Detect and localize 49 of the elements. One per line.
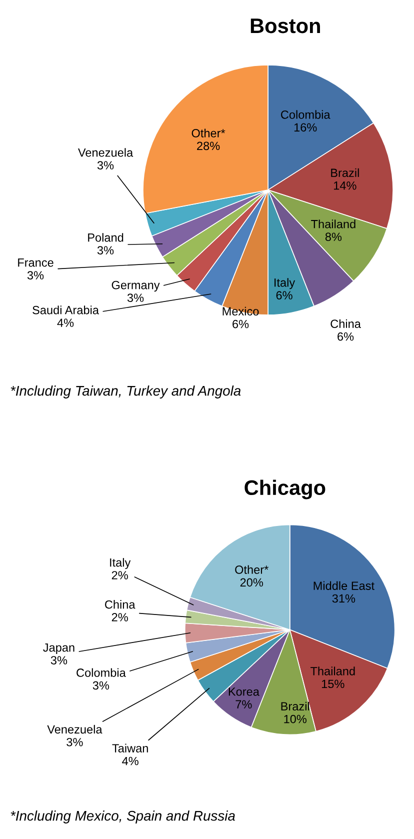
slice-label: Colombia <box>76 668 126 677</box>
data-label: 16% <box>294 123 317 132</box>
slice-label: France <box>18 258 54 267</box>
data-label: 2% <box>112 613 128 622</box>
slice-label: Germany <box>112 280 160 292</box>
data-label: 3% <box>66 738 83 746</box>
data-label: 28% <box>197 142 220 150</box>
slice-label: Thailand <box>310 666 355 676</box>
slice-label: Other* <box>192 128 226 138</box>
data-label: 3% <box>92 681 110 690</box>
data-label: 4% <box>122 756 138 766</box>
slice-label: Taiwan <box>112 744 148 752</box>
slice-label: Brazil <box>281 702 310 710</box>
data-label: 7% <box>236 700 252 708</box>
slice-label: Japan <box>43 643 74 654</box>
data-label: 2% <box>112 571 128 580</box>
text: *Including Mexico, Spain and Russia <box>10 810 235 824</box>
data-label: 14% <box>334 181 356 190</box>
slice-label: Colombia <box>281 110 330 119</box>
slice-label: Italy <box>110 558 131 570</box>
data-label: 6% <box>276 291 292 300</box>
text: *Including Taiwan, Turkey and Angola <box>10 386 241 398</box>
slice-label: Brazil <box>331 168 359 178</box>
slice-label: Middle East <box>314 581 374 590</box>
data-label: 3% <box>50 656 68 664</box>
data-label: 10% <box>284 714 306 724</box>
slice-label: Thailand <box>311 220 356 228</box>
slice-label: China <box>330 319 361 328</box>
slice-label: Korea <box>228 688 260 696</box>
data-label: 20% <box>240 578 263 587</box>
slice-label: Venezuela <box>47 724 102 734</box>
data-label: 4% <box>57 318 74 327</box>
data-label: 6% <box>338 332 354 341</box>
data-label: 6% <box>232 320 249 328</box>
chart-title: Chicago <box>244 480 326 500</box>
slice-label: China <box>105 600 136 609</box>
data-label: 31% <box>332 594 356 603</box>
slice-label: Italy <box>274 278 296 290</box>
slice-label: Other* <box>235 565 268 574</box>
data-label: 3% <box>97 246 114 254</box>
slice-label: Saudi Arabia <box>32 306 99 314</box>
chart-title: Boston <box>250 18 320 34</box>
data-label: 15% <box>322 680 344 688</box>
data-label: 8% <box>325 232 342 242</box>
data-label: 3% <box>27 271 44 280</box>
data-label: 3% <box>127 294 144 302</box>
slice-label: Poland <box>88 233 124 242</box>
data-label: 3% <box>97 161 114 170</box>
slice-label: Venezuela <box>78 148 134 157</box>
